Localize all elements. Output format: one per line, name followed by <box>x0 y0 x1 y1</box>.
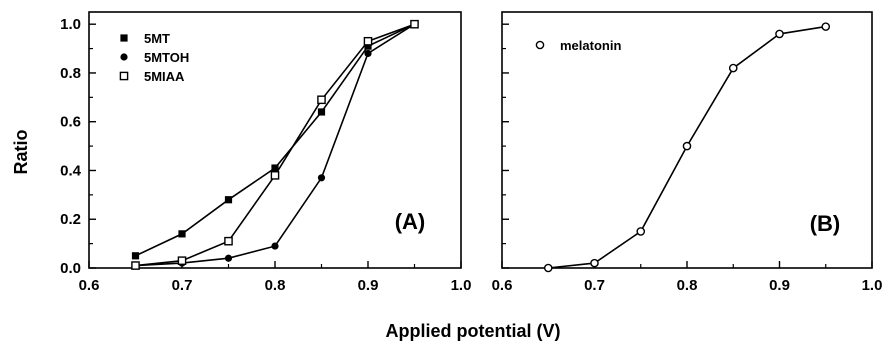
data-point-5miaa <box>270 171 280 180</box>
data-point-melatonin <box>636 227 646 236</box>
data-point-melatonin <box>821 22 831 31</box>
x-tick-label: 0.8 <box>265 277 286 294</box>
x-tick-label: 0.7 <box>584 277 605 294</box>
data-point-melatonin <box>590 258 599 268</box>
x-tick-label: 0.8 <box>677 277 698 294</box>
x-tick-label: 1.0 <box>862 277 883 294</box>
data-point-5miaa <box>177 256 187 265</box>
data-point-melatonin <box>543 263 553 273</box>
data-point-5miaa <box>410 19 419 29</box>
data-point-5miaa <box>224 236 233 246</box>
data-point-melatonin <box>775 29 784 39</box>
data-point-5mt <box>271 164 279 172</box>
data-point-5mtoh <box>364 49 372 58</box>
legend-label: melatonin <box>560 38 621 53</box>
panel-label: (A) <box>395 209 426 234</box>
data-point-5mt <box>224 196 233 204</box>
legend-marker-5miaa <box>119 71 129 81</box>
data-point-5mtoh <box>271 242 279 250</box>
legend-marker-melatonin <box>535 40 545 50</box>
panel-a: 0.6 0.7 0.8 0.9 1.0 0.0 0.2 0.4 0.6 0.8 1.0 5MT 5MTO… <box>60 11 472 294</box>
y-tick-label: 0.4 <box>60 162 82 179</box>
panel-label: (B) <box>810 211 841 236</box>
data-point-5miaa <box>317 95 326 105</box>
x-axis-title: Applied potential (V) <box>386 321 561 341</box>
data-point-5miaa <box>131 261 140 270</box>
data-point-melatonin <box>682 141 692 151</box>
legend-marker-5mt <box>120 34 128 42</box>
y-tick-label: 0.8 <box>60 65 81 82</box>
x-tick-label: 0.6 <box>79 277 100 294</box>
data-point-5miaa <box>363 36 373 46</box>
data-point-5mt <box>364 42 372 50</box>
x-tick-label: 1.0 <box>451 277 472 294</box>
y-tick-label: 1.0 <box>60 16 81 33</box>
y-axis-title: Ratio <box>11 129 31 174</box>
y-tick-label: 0.0 <box>60 260 81 277</box>
panel-b: 0.6 0.7 0.8 0.9 1.0 melatonin (B) <box>492 11 883 294</box>
x-tick-label: 0.6 <box>492 277 513 294</box>
data-point-5mtoh <box>224 254 233 262</box>
data-point-5mtoh <box>317 174 326 182</box>
y-tick-label: 0.2 <box>60 211 81 228</box>
data-point-5mt <box>131 252 140 260</box>
data-point-melatonin <box>728 63 738 73</box>
data-point-5mt <box>317 108 326 116</box>
x-tick-label: 0.9 <box>769 277 790 294</box>
legend-label: 5MT <box>144 31 170 46</box>
y-tick-label: 0.6 <box>60 114 81 131</box>
data-point-5mt <box>178 230 186 238</box>
x-tick-label: 0.9 <box>358 277 379 294</box>
legend-marker-5mtoh <box>120 53 128 61</box>
legend-label: 5MTOH <box>144 50 189 65</box>
x-tick-label: 0.7 <box>172 277 193 294</box>
legend-label: 5MIAA <box>144 69 185 84</box>
